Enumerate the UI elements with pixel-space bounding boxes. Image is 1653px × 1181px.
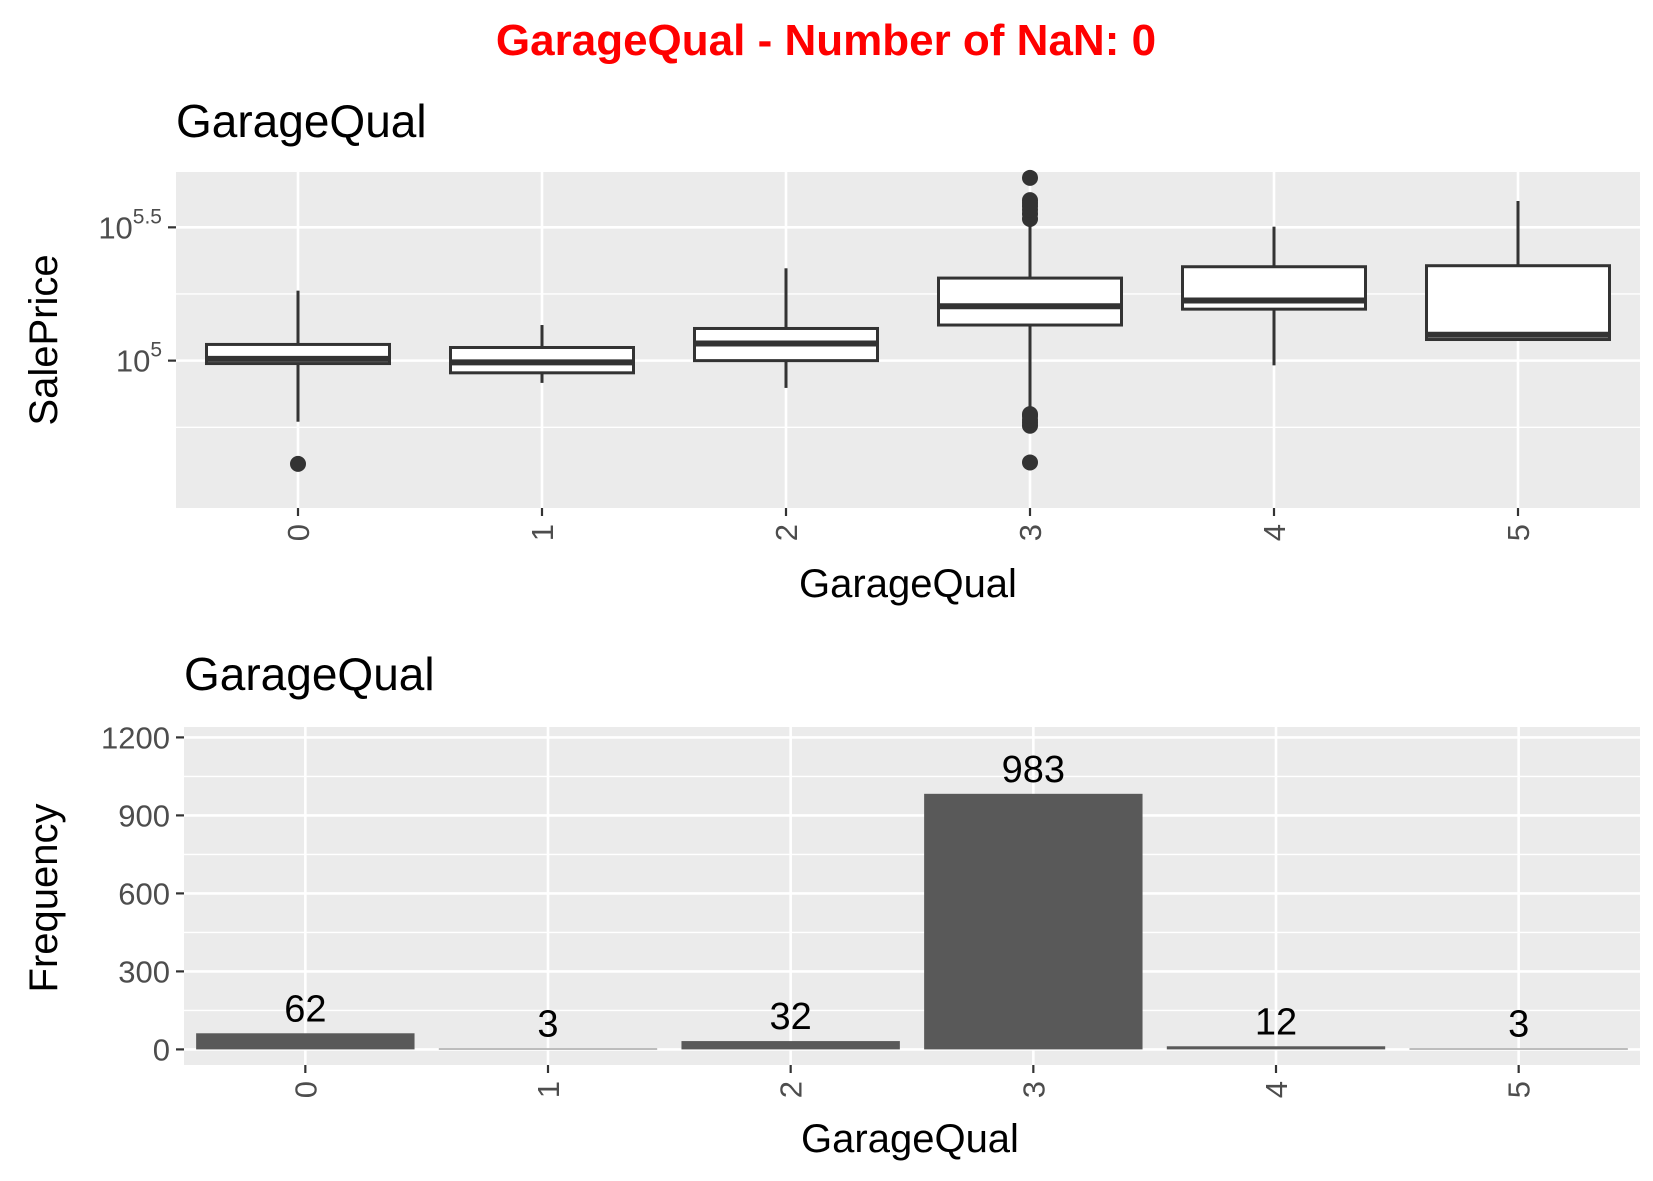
bar-x-tick-label: 1 xyxy=(531,1081,566,1098)
outlier-point xyxy=(1022,192,1038,209)
bar-y-tick-label: 900 xyxy=(118,798,170,833)
box-category-4 xyxy=(1181,226,1367,366)
bar-y-axis-label: Frequency xyxy=(22,804,66,993)
boxplot-x-tick-label: 3 xyxy=(1013,524,1048,541)
bar-y-tick-label: 1200 xyxy=(101,720,170,755)
bar-category-0 xyxy=(196,1033,415,1050)
bar-category-3 xyxy=(924,793,1143,1050)
outlier-point xyxy=(1022,169,1038,186)
boxplot-y-axis-label: SalePrice xyxy=(22,254,66,425)
bar-x-tick-label: 2 xyxy=(774,1081,809,1098)
boxplot-x-tick-label: 5 xyxy=(1501,524,1536,541)
bar-x-axis-label: GarageQual xyxy=(801,1117,1019,1161)
bar-y-tick-label: 0 xyxy=(153,1032,170,1067)
boxplot-x-tick-label: 1 xyxy=(525,524,560,541)
bar-data-label: 32 xyxy=(770,996,812,1038)
box-iqr xyxy=(937,276,1123,327)
bar-category-5 xyxy=(1409,1048,1628,1050)
bar-x-tick-label: 5 xyxy=(1502,1081,1537,1098)
bar-marks: 62 3 32 983 12 3 xyxy=(196,749,1628,1050)
bar-y-axis: 0 300 600 900 1200 xyxy=(101,720,184,1067)
bar-panel xyxy=(184,727,1640,1065)
bar-x-axis: 0 1 2 3 4 5 xyxy=(288,1065,1537,1098)
box-category-5 xyxy=(1425,200,1611,342)
box-category-0 xyxy=(205,290,391,472)
box-category-3 xyxy=(937,169,1123,471)
boxplot-x-axis-label: GarageQual xyxy=(799,562,1017,606)
bar-x-tick-label: 4 xyxy=(1259,1081,1294,1098)
box-category-2 xyxy=(693,268,879,388)
boxplot-x-tick-label: 4 xyxy=(1257,524,1292,541)
bar-data-label: 12 xyxy=(1255,1001,1297,1043)
boxplot-y-tick-label: 105 xyxy=(116,339,162,379)
bar-grid xyxy=(184,727,1640,1065)
bar-category-2 xyxy=(681,1041,900,1050)
outlier-point xyxy=(1022,454,1038,471)
bar-chart-title: GarageQual xyxy=(184,648,435,700)
bar-x-tick-label: 3 xyxy=(1016,1081,1051,1098)
figure-title: GarageQual - Number of NaN: 0 xyxy=(496,16,1156,65)
bar-category-1 xyxy=(438,1048,658,1050)
boxplot-x-axis: 0 1 2 3 4 5 xyxy=(281,508,1536,541)
box-category-1 xyxy=(449,325,635,383)
boxplot-chart: GarageQual 105 105.5 0 1 2 3 4 5 GarageQual Sa… xyxy=(22,95,1640,606)
boxplot-x-tick-label: 0 xyxy=(281,524,316,541)
bar-x-tick-label: 0 xyxy=(288,1081,323,1098)
bar-y-tick-label: 600 xyxy=(118,876,170,911)
bar-data-label: 62 xyxy=(284,988,326,1030)
boxplot-panel xyxy=(176,172,1640,508)
boxplot-y-tick-label: 105.5 xyxy=(98,205,162,245)
boxplot-marks xyxy=(205,169,1611,472)
boxplot-x-tick-label: 2 xyxy=(769,524,804,541)
boxplot-title: GarageQual xyxy=(176,95,427,147)
bar-category-4 xyxy=(1166,1046,1386,1050)
boxplot-y-axis: 105 105.5 xyxy=(98,205,176,379)
bar-data-label: 3 xyxy=(537,1004,558,1046)
outlier-point xyxy=(290,455,306,472)
box-iqr xyxy=(1425,264,1611,342)
bar-data-label: 3 xyxy=(1508,1004,1529,1046)
bar-y-tick-label: 300 xyxy=(118,954,170,989)
bar-data-label: 983 xyxy=(1002,749,1065,791)
outlier-point xyxy=(1022,406,1038,423)
